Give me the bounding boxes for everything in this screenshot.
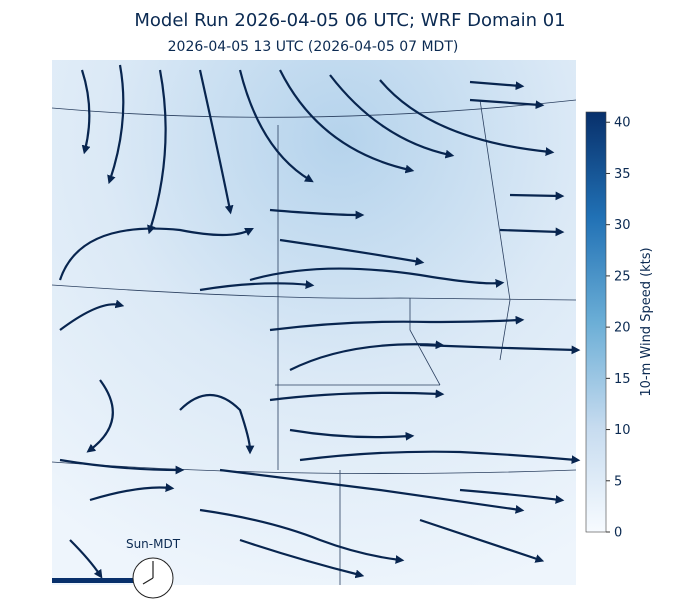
colorbar-label: 10-m Wind Speed (kts): [639, 247, 654, 396]
map: [51, 60, 581, 585]
colorbar-tick-label: 40: [614, 116, 631, 131]
colorbar: 10-m Wind Speed (kts) 0 5 10 15 20 25 30 35 40: [585, 111, 654, 541]
colorbar-tick-label: 10: [614, 423, 631, 438]
colorbar-tick-label: 25: [614, 269, 631, 284]
title: Model Run 2026-04-05 06 UTC; WRF Domain …: [134, 10, 565, 31]
colorbar-tick-label: 20: [614, 321, 631, 336]
colorbar-tick-label: 0: [614, 526, 622, 541]
colorbar-tick-label: 30: [614, 218, 631, 233]
subtitle: 2026-04-05 13 UTC (2026-04-05 07 MDT): [168, 39, 459, 55]
colorbar-tick-label: 15: [614, 372, 631, 387]
clock: Sun-MDT: [126, 537, 181, 599]
colorbar-tick-label: 5: [614, 474, 622, 489]
clock-label: Sun-MDT: [126, 537, 181, 551]
colorbar-tick-label: 35: [614, 167, 631, 182]
